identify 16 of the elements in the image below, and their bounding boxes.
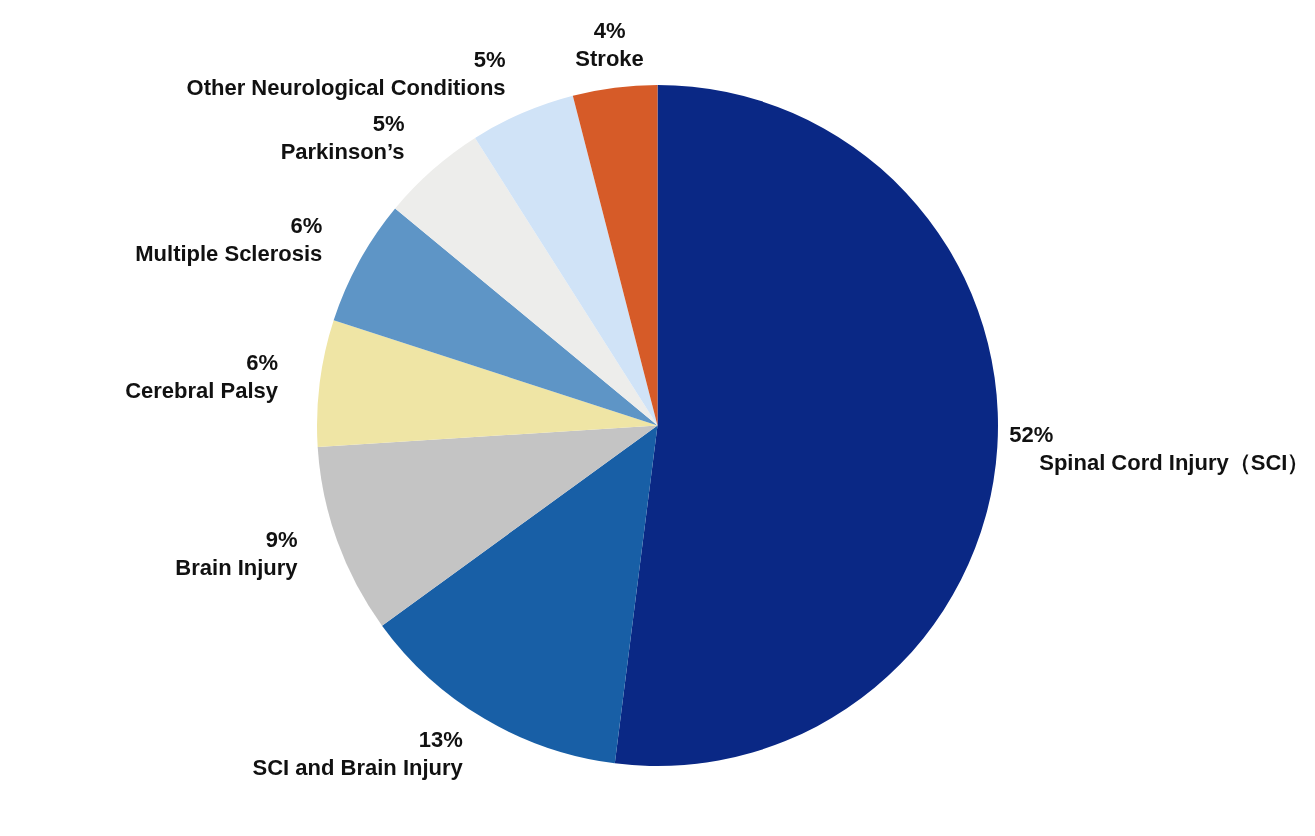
slice-label: Multiple Sclerosis: [135, 241, 323, 267]
data-label: 9%: [265, 527, 298, 553]
data-label: 6%: [290, 213, 323, 239]
data-label: 4%: [593, 18, 626, 44]
data-label: 13%: [418, 726, 463, 752]
data-label: 6%: [246, 349, 279, 375]
slice-label: Spinal Cord Injury（SCI）: [1039, 449, 1310, 475]
slice-label: Stroke: [575, 46, 644, 72]
slice-label: Brain Injury: [175, 555, 299, 581]
slice-label: SCI and Brain Injury: [252, 754, 464, 780]
data-label: 52%: [1009, 421, 1054, 447]
data-label: 5%: [372, 110, 405, 136]
slice-label: Cerebral Palsy: [125, 377, 279, 403]
slice-label: Parkinson’s: [280, 138, 405, 164]
slice-label: Other Neurological Conditions: [186, 74, 506, 100]
data-label: 5%: [473, 46, 506, 72]
